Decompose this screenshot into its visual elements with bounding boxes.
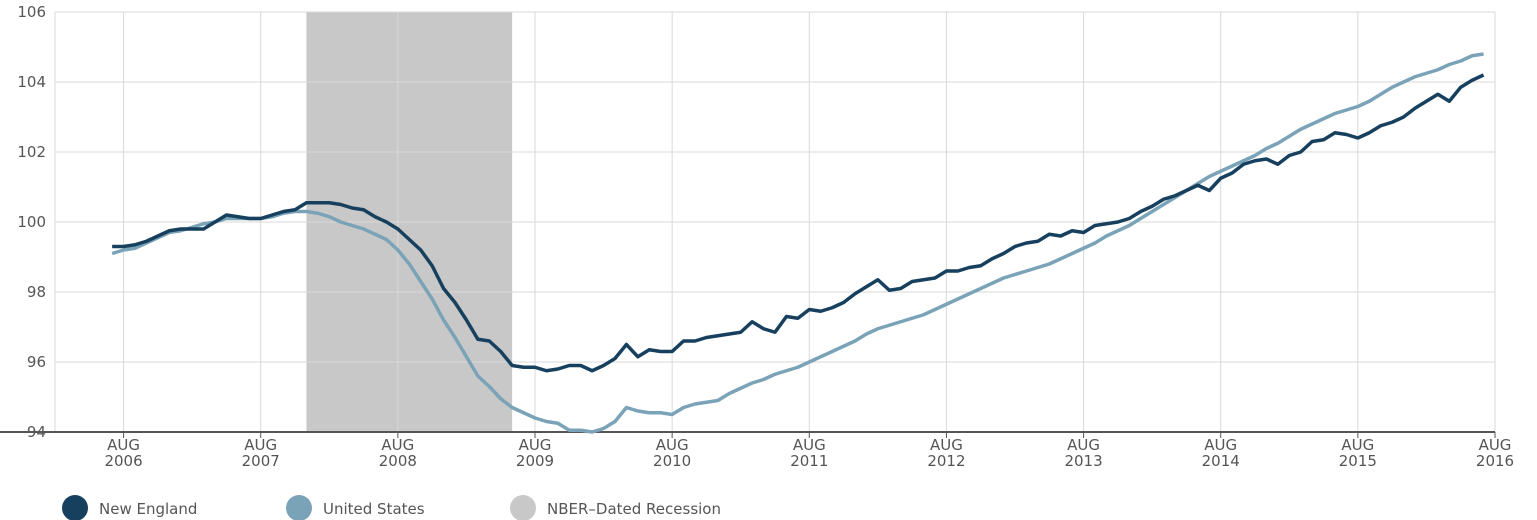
x-tick-label: AUG 2010 [653, 436, 691, 470]
y-tick-label: 104 [17, 73, 46, 91]
y-tick-label: 100 [17, 213, 46, 231]
x-tick-label: AUG 2016 [1476, 436, 1514, 470]
x-tick-label: AUG 2014 [1202, 436, 1240, 470]
x-tick-label: AUG 2008 [379, 436, 417, 470]
legend-label: New England [99, 500, 197, 518]
legend-swatch [286, 495, 312, 520]
y-tick-label: 102 [17, 143, 46, 161]
x-tick-label: AUG 2013 [1064, 436, 1102, 470]
series-line [112, 73, 1485, 373]
legend-label: NBER–Dated Recession [547, 500, 721, 518]
y-tick-label: 106 [17, 3, 46, 21]
y-tick-label: 96 [27, 353, 46, 371]
x-tick-label: AUG 2006 [104, 436, 142, 470]
x-tick-label: AUG 2009 [516, 436, 554, 470]
x-tick-label: AUG 2007 [242, 436, 280, 470]
y-tick-label: 98 [27, 283, 46, 301]
x-tick-label: AUG 2012 [927, 436, 965, 470]
x-tick-label: AUG 2015 [1339, 436, 1377, 470]
x-tick-label: AUG 2011 [790, 436, 828, 470]
legend-swatch [62, 495, 88, 520]
legend-swatch [510, 495, 536, 520]
series-line [111, 52, 1484, 434]
legend-label: United States [323, 500, 425, 518]
